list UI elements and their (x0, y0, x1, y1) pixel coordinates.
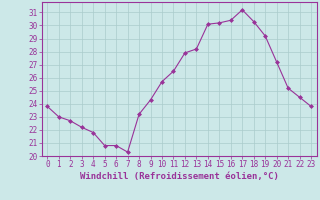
X-axis label: Windchill (Refroidissement éolien,°C): Windchill (Refroidissement éolien,°C) (80, 172, 279, 181)
